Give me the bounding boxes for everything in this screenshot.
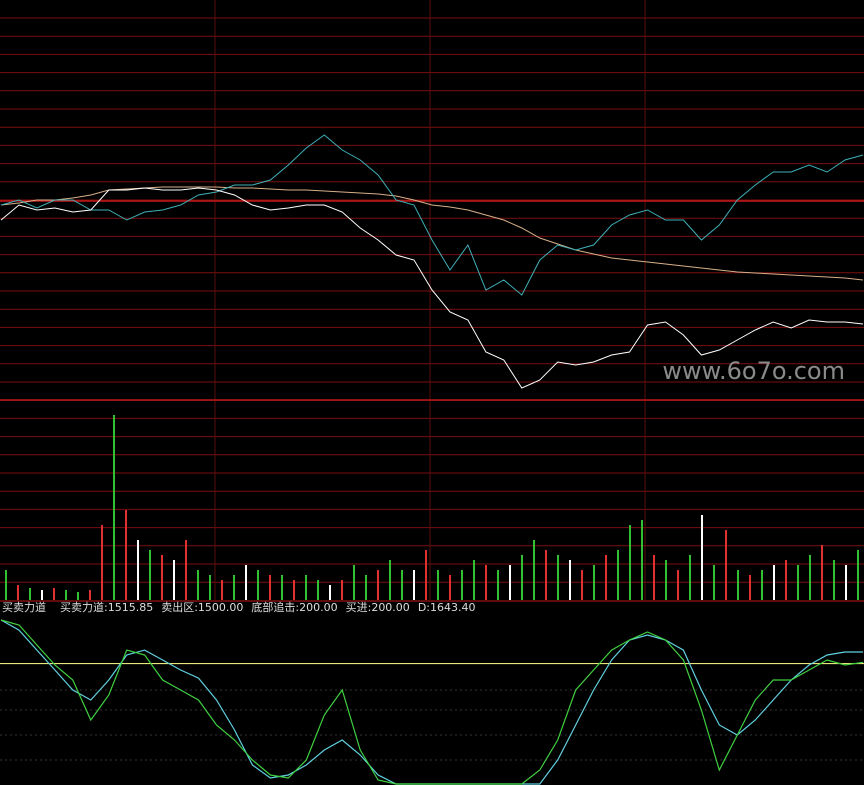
- indicator-green-line: [0, 619, 864, 785]
- volume-bar: [461, 570, 463, 600]
- volume-bar: [617, 550, 619, 600]
- volume-bar: [125, 510, 127, 600]
- volume-bar: [641, 520, 643, 600]
- volume-bar: [317, 580, 319, 600]
- volume-bar: [293, 580, 295, 600]
- volume-bar: [845, 565, 847, 600]
- volume-bar: [329, 585, 331, 600]
- volume-bar: [233, 575, 235, 600]
- volume-bar: [809, 555, 811, 600]
- volume-bar: [245, 565, 247, 600]
- volume-bar: [653, 555, 655, 600]
- marks: [0, 134, 864, 785]
- volume-bar: [257, 570, 259, 600]
- indicator-field: 买进:200.00: [346, 601, 410, 614]
- volume-bar: [305, 575, 307, 600]
- volume-bar: [413, 570, 415, 600]
- volume-bar: [677, 570, 679, 600]
- price-cyan-line: [0, 134, 864, 296]
- volume-bar: [569, 560, 571, 600]
- volume-bar: [737, 570, 739, 600]
- volume-bar: [401, 570, 403, 600]
- indicator-field: 卖出区:1500.00: [161, 600, 243, 614]
- volume-bar: [713, 565, 715, 600]
- volume-bar: [581, 570, 583, 600]
- volume-bar: [521, 555, 523, 600]
- volume-bar: [437, 570, 439, 600]
- volume-bar: [17, 585, 19, 600]
- volume-bar: [557, 555, 559, 600]
- volume-bar: [197, 570, 199, 600]
- volume-bar: [473, 560, 475, 600]
- grid: [0, 0, 864, 761]
- volume-bar: [785, 560, 787, 600]
- volume-bar: [5, 570, 7, 600]
- indicator-field: D:1643.40: [418, 601, 476, 614]
- volume-bar: [725, 530, 727, 600]
- volume-bar: [161, 555, 163, 600]
- volume-bar: [749, 575, 751, 600]
- indicator-field: 底部追击:200.00: [251, 600, 337, 614]
- volume-bar: [221, 580, 223, 600]
- price-white-line: [0, 187, 864, 389]
- volume-bar: [209, 575, 211, 600]
- volume-bar: [365, 575, 367, 600]
- volume-bar: [509, 565, 511, 600]
- volume-bar: [29, 588, 31, 600]
- volume-bar: [485, 565, 487, 600]
- volume-bar: [797, 565, 799, 600]
- volume-bar: [341, 580, 343, 600]
- volume-bar: [425, 550, 427, 600]
- volume-bar: [377, 570, 379, 600]
- volume-bar: [137, 540, 139, 600]
- volume-bar: [533, 540, 535, 600]
- volume-bar: [65, 590, 67, 600]
- volume-bar: [857, 550, 859, 600]
- volume-bar: [89, 590, 91, 600]
- indicator-field: 买卖力道:1515.85: [60, 600, 153, 614]
- volume-bar: [353, 565, 355, 600]
- volume-bar: [149, 550, 151, 600]
- volume-bar: [269, 575, 271, 600]
- volume-bar: [545, 550, 547, 600]
- watermark: www.6o7o.com: [662, 357, 845, 385]
- volume-bar: [761, 570, 763, 600]
- indicator-name: 买卖力道: [2, 600, 46, 614]
- volume-bar: [605, 555, 607, 600]
- volume-bar: [101, 525, 103, 600]
- volume-bar: [77, 592, 79, 600]
- volume-bar: [41, 590, 43, 600]
- volume-bar: [113, 415, 115, 600]
- volume-bar: [173, 560, 175, 600]
- volume-bar: [629, 525, 631, 600]
- volume-bar: [689, 555, 691, 600]
- volume-bar: [185, 540, 187, 600]
- volume-bar: [497, 570, 499, 600]
- volume-bar: [593, 565, 595, 600]
- volume-bar: [449, 575, 451, 600]
- volume-bar: [281, 575, 283, 600]
- volume-bar: [53, 588, 55, 600]
- volume-bar: [701, 515, 703, 600]
- volume-bar: [821, 545, 823, 600]
- volume-bar: [833, 560, 835, 600]
- volume-bar: [665, 560, 667, 600]
- volume-bar: [389, 560, 391, 600]
- volume-bar: [773, 565, 775, 600]
